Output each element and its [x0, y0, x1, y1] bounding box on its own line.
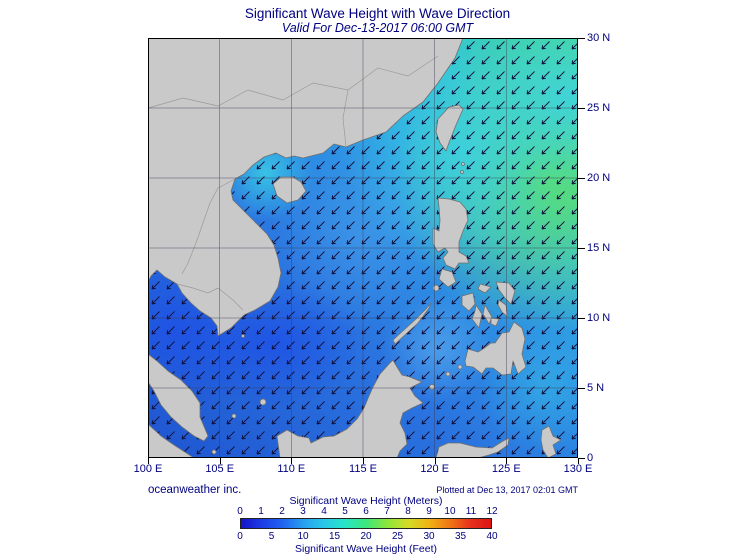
legend-meters-tick: 3: [300, 506, 306, 517]
legend-meters-tick: 2: [279, 506, 285, 517]
legend-feet-title: Significant Wave Height (Feet): [294, 543, 437, 555]
lat-label: 5 N: [587, 382, 605, 394]
lat-tick: [578, 248, 585, 249]
legend-meters-tick: 1: [258, 506, 264, 517]
map-frame: [93, 3, 704, 459]
legend-feet-tick: 35: [454, 531, 467, 542]
land-malay-peninsula: [147, 353, 209, 442]
lat-tick: [578, 458, 585, 459]
lon-label: 115 E: [349, 463, 377, 475]
legend-meters-tick: 0: [237, 506, 243, 517]
lon-label: 100 E: [133, 463, 163, 475]
lon-tick: [506, 458, 508, 464]
legend-meters-tick: 4: [321, 506, 327, 517]
legend-feet-tick: 5: [268, 531, 275, 542]
legend-meters-tick: 12: [486, 506, 498, 517]
land-mindanao: [464, 321, 527, 376]
lon-tick: [148, 458, 149, 464]
lat-label: 25 N: [587, 102, 611, 114]
land-bohol: [490, 317, 500, 327]
legend-meters-tick: 7: [384, 506, 390, 517]
lon-label: 105 E: [205, 463, 235, 475]
lat-label: 20 N: [587, 172, 611, 184]
valid-time-subtitle: Valid For Dec-13-2017 06:00 GMT: [281, 21, 474, 35]
colorbar: [240, 518, 492, 529]
lon-label: 130 E: [563, 463, 593, 475]
lon-tick: [434, 458, 436, 464]
plotted-timestamp: Plotted at Dec 13, 2017 02:01 GMT: [436, 485, 578, 495]
land-cebu: [482, 304, 493, 325]
legend-meters-tick: 8: [405, 506, 411, 517]
land-china-indochina: [147, 37, 464, 337]
map-border: [148, 38, 578, 458]
lon-label: 125 E: [491, 463, 521, 475]
legend-feet-tick: 0: [237, 531, 243, 542]
page-title: Significant Wave Height with Wave Direct…: [244, 6, 511, 21]
land-borneo: [276, 359, 424, 459]
lon-tick: [219, 458, 221, 464]
oceanweather-credit: oceanweather inc.: [148, 484, 242, 496]
legend-feet-tick: 15: [328, 531, 341, 542]
legend-meters-tick: 9: [426, 506, 432, 517]
legend-meters-ticks: 0 1 2 3 4 5 6 7 8 9 10 11 12: [237, 506, 497, 517]
legend-feet-tick: 10: [297, 531, 309, 542]
legend-feet-ticks: 0 5 10 15 20 25 30 35 40: [237, 531, 497, 542]
lon-label: 110 E: [277, 463, 306, 475]
legend-feet-tick: 40: [486, 531, 498, 542]
land-leyte: [497, 299, 509, 318]
land-samar: [495, 281, 516, 305]
land-masbate: [477, 283, 492, 294]
land-taiwan: [435, 104, 464, 152]
legend-feet-tick: 20: [360, 531, 372, 542]
land-hainan: [272, 176, 307, 204]
lat-label: 10 N: [587, 312, 611, 324]
lon-tick: [291, 458, 293, 464]
grid-lines: [148, 38, 578, 458]
land-halmahera: [540, 425, 562, 459]
lat-tick: [578, 108, 585, 109]
legend-feet-tick: 25: [391, 531, 404, 542]
legend-meters-title: Significant Wave Height (Meters): [289, 495, 443, 507]
lon-tick: [363, 458, 364, 464]
lat-label: 30 N: [587, 32, 611, 44]
lat-tick: [578, 38, 585, 39]
legend-feet-tick: 30: [423, 531, 435, 542]
land-sulawesi: [435, 437, 510, 459]
lon-tick: [578, 458, 579, 464]
land-mindoro: [438, 268, 457, 288]
lat-tick: [578, 318, 585, 319]
lat-label: 15 N: [587, 242, 611, 254]
land-palawan: [392, 302, 432, 345]
legend-meters-tick: 10: [444, 506, 456, 517]
land-masses: [147, 37, 562, 459]
legend-meters-tick: 11: [465, 506, 477, 517]
legend-meters-tick: 5: [342, 506, 348, 517]
legend-meters-tick: 6: [363, 506, 369, 517]
country-borders: [147, 55, 439, 311]
lat-tick: [578, 388, 585, 389]
map-svg: [93, 3, 704, 459]
land-panay: [461, 292, 476, 312]
land-luzon: [432, 197, 470, 270]
lon-label: 120 E: [420, 463, 450, 475]
lat-tick: [578, 178, 585, 179]
land-negros: [471, 304, 483, 329]
lat-label: 0: [587, 452, 594, 464]
